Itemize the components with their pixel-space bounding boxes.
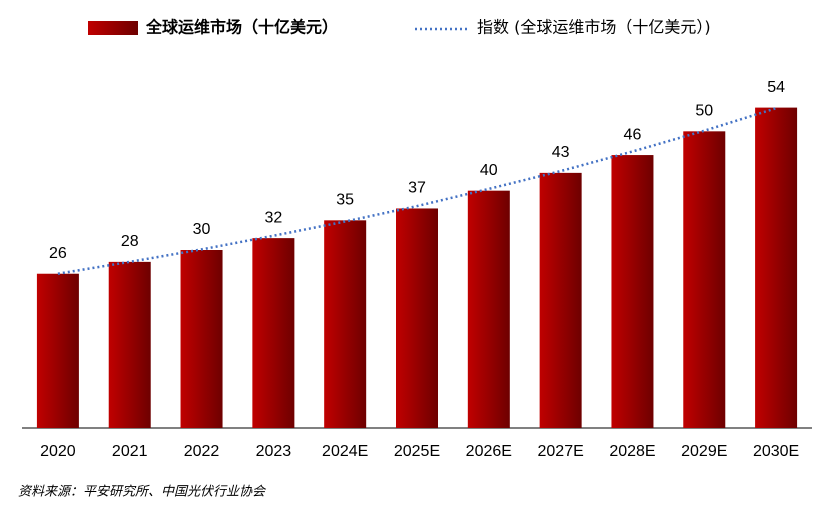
x-tick-label: 2030E	[753, 443, 799, 460]
data-label: 54	[767, 79, 785, 96]
legend-label: 全球运维市场（十亿美元）	[145, 18, 338, 37]
x-tick-label: 2020	[40, 443, 76, 460]
data-label: 46	[624, 126, 642, 143]
x-tick-label: 2024E	[322, 443, 368, 460]
trend-line	[57, 107, 777, 275]
legend-swatch	[88, 21, 138, 35]
legend-label: 指数 (全球运维市场（十亿美元）)	[477, 18, 711, 37]
data-label: 37	[408, 180, 426, 197]
bar	[108, 261, 151, 428]
x-tick-label: 2026E	[466, 443, 512, 460]
data-label: 50	[695, 103, 713, 120]
x-tick-label: 2029E	[681, 443, 727, 460]
bar	[180, 250, 223, 428]
x-tick-label: 2022	[184, 443, 220, 460]
data-label: 26	[49, 245, 67, 262]
bar	[539, 172, 582, 428]
source-note: 资料来源：平安研究所、中国光伏行业协会	[18, 484, 267, 500]
x-tick-label: 2023	[256, 443, 292, 460]
data-label: 28	[121, 233, 139, 250]
data-label: 32	[264, 209, 282, 226]
bar	[252, 238, 295, 428]
x-tick-label: 2028E	[609, 443, 655, 460]
data-label: 40	[480, 162, 498, 179]
data-label: 43	[552, 144, 570, 161]
x-tick-label: 2025E	[394, 443, 440, 460]
bar	[683, 131, 726, 429]
bar	[36, 273, 79, 428]
bar	[467, 190, 510, 428]
x-tick-label: 2021	[112, 443, 148, 460]
bar	[396, 208, 438, 428]
bar	[611, 155, 654, 429]
bar	[324, 220, 367, 428]
data-label: 30	[193, 221, 211, 238]
x-tick-label: 2027E	[538, 443, 584, 460]
data-label: 35	[336, 192, 354, 209]
bar	[755, 107, 798, 428]
